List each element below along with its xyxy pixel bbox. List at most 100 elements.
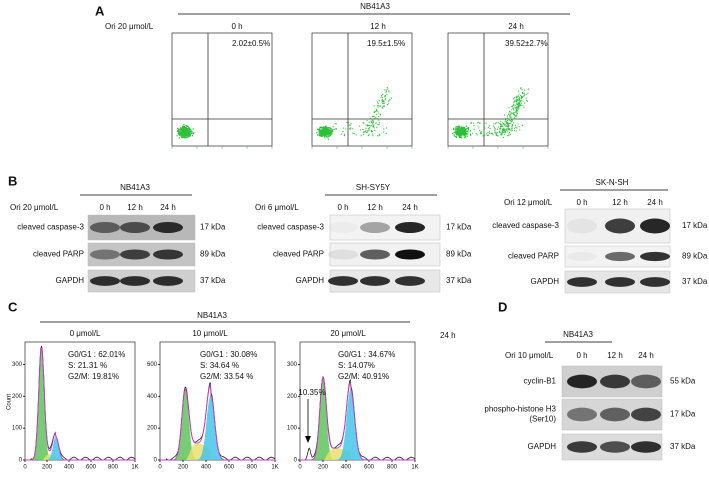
x-tick-label: 600 [364, 465, 375, 471]
dot [385, 132, 387, 135]
cell-cycle-stat: G0/G1 : 34.67% [338, 350, 395, 359]
dot [381, 101, 383, 103]
dot [524, 94, 526, 96]
dot [518, 102, 521, 104]
dot [317, 134, 319, 136]
dot [473, 128, 475, 130]
dot [368, 134, 370, 136]
dot [189, 128, 192, 131]
dot [367, 135, 369, 137]
protein-label: (Ser10) [529, 415, 556, 424]
dot [183, 132, 186, 134]
dot [317, 128, 319, 130]
dot [387, 100, 390, 102]
phase-area [300, 377, 415, 460]
dot [345, 128, 347, 130]
dot [362, 134, 364, 136]
x-tick-label: 600 [86, 465, 97, 471]
dot [496, 132, 498, 134]
dot [467, 129, 469, 131]
dot [330, 131, 332, 133]
dot [181, 127, 183, 129]
dot [498, 130, 501, 132]
dot [515, 116, 517, 118]
dot [349, 127, 351, 129]
panel-label: B [8, 173, 17, 188]
timepoint: 0 h [576, 198, 587, 207]
y-tick-label: 200 [147, 426, 158, 432]
blot-band [640, 251, 670, 262]
dot [388, 90, 390, 92]
dot [515, 130, 517, 132]
cell-line: SK-N-SH [596, 178, 629, 187]
dot [513, 98, 515, 100]
time-label: 24 h [440, 331, 456, 340]
timepoint: 24 h [508, 22, 524, 31]
dot [492, 125, 494, 127]
dot [348, 124, 350, 126]
size-label: 17 kDa [670, 410, 696, 419]
dot [374, 129, 376, 132]
dot [374, 110, 376, 113]
dot [472, 132, 474, 134]
dot [350, 127, 352, 129]
blot-band [605, 251, 635, 262]
size-label: 17 kDa [446, 223, 472, 232]
dot [505, 130, 507, 132]
dot [320, 126, 322, 128]
dot [371, 115, 373, 118]
timepoint: 12 h [612, 198, 628, 207]
dot [506, 115, 509, 117]
dot [179, 128, 182, 131]
panel-label: C [8, 299, 18, 314]
dot [387, 88, 389, 90]
dot [192, 132, 195, 135]
dot [373, 115, 375, 117]
dot [343, 133, 346, 135]
blot-band [120, 222, 150, 233]
dot [520, 97, 523, 99]
dot [176, 127, 179, 130]
x-tick-label: 800 [108, 465, 119, 471]
timepoint: 12 h [607, 351, 623, 360]
dot [516, 106, 518, 108]
dot [493, 126, 496, 128]
dot [370, 121, 373, 124]
dot [497, 126, 499, 128]
dot [372, 135, 374, 137]
dot [181, 134, 184, 136]
dot [455, 127, 457, 129]
dot [516, 114, 518, 117]
size-label: 37 kDa [200, 276, 226, 285]
dot [456, 128, 458, 130]
cell-cycle-stat: G2/M: 33.54 % [200, 372, 253, 381]
dot [324, 128, 327, 130]
dot [457, 128, 460, 130]
x-tick-label: 200 [42, 465, 53, 471]
dot [318, 131, 321, 133]
y-tick-label: 400 [147, 394, 158, 400]
dot [321, 130, 324, 132]
dot [187, 133, 189, 135]
dot [455, 135, 457, 138]
dot [186, 128, 189, 131]
dot [515, 118, 517, 120]
dot [515, 99, 518, 101]
dot [176, 135, 178, 137]
dot [527, 88, 530, 90]
dot [326, 127, 328, 129]
dot [386, 87, 388, 89]
cell-cycle-stat: S: 21.31 % [68, 361, 107, 370]
dot [359, 125, 361, 127]
dot [508, 131, 511, 134]
dot [192, 128, 194, 130]
dot [510, 113, 512, 116]
dot [503, 129, 505, 131]
dot [327, 129, 330, 131]
dose-label: 0 μmol/L [70, 329, 101, 338]
dot [466, 133, 469, 135]
dot [326, 129, 328, 132]
dot [509, 129, 511, 131]
dot [517, 102, 519, 105]
dot [335, 123, 337, 125]
